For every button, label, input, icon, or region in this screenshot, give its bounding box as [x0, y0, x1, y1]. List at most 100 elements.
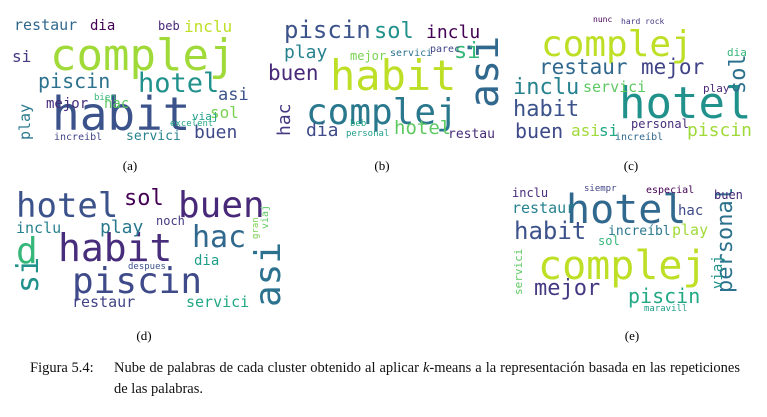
- wordcloud-b: habit complej piscin sol inclu buen play…: [268, 16, 502, 142]
- word: beb: [158, 19, 180, 33]
- word: play: [16, 104, 34, 140]
- panel-label-a: (a): [122, 158, 138, 173]
- word: mejor: [350, 49, 386, 63]
- word: especial: [646, 185, 694, 196]
- word: excelent: [170, 119, 213, 129]
- word: viaj: [192, 110, 219, 123]
- word: hotel: [16, 186, 118, 226]
- panel-label-e: (e): [624, 328, 640, 343]
- word: restau: [448, 127, 495, 142]
- word: asi: [462, 36, 502, 108]
- word: buen: [178, 185, 265, 226]
- word: bien: [94, 93, 116, 103]
- word: hac: [678, 203, 703, 219]
- word: beb: [350, 119, 366, 129]
- word: nunc: [593, 15, 612, 24]
- word: habit: [330, 51, 456, 100]
- panel-label-b: (b): [374, 158, 390, 173]
- word: piscin: [284, 16, 371, 44]
- word: inclu: [513, 75, 579, 100]
- word: servici: [583, 78, 646, 96]
- word: personal: [713, 187, 738, 293]
- word: hotel: [619, 78, 751, 129]
- caption-text-before: Nube de palabras de cada cluster obtenid…: [114, 360, 423, 376]
- wordcloud-c: complej hotel restaur mejor sol inclu ha…: [513, 15, 751, 142]
- word: dia: [194, 253, 219, 269]
- panel-label-d: (d): [136, 328, 152, 343]
- word: asi: [248, 242, 282, 307]
- word: gran: [251, 217, 261, 239]
- word: sol: [726, 54, 751, 94]
- word: restaur: [539, 55, 628, 79]
- word: play: [284, 42, 328, 63]
- word: personal: [631, 117, 689, 131]
- word: complej: [538, 243, 707, 289]
- word: increíbl: [615, 131, 663, 142]
- caption-text: Nube de palabras de cada cluster obtenid…: [114, 358, 740, 400]
- word: viaj: [710, 255, 726, 289]
- caption-text-after: -means a la representación basada en las…: [114, 360, 740, 397]
- word: sol: [124, 186, 164, 211]
- word: sol: [374, 19, 414, 44]
- word: servici: [126, 129, 181, 142]
- word: mejor: [46, 96, 88, 112]
- word: buen: [515, 119, 563, 142]
- word: sol: [598, 234, 620, 248]
- word: restaur: [512, 199, 575, 217]
- word: si: [11, 257, 46, 293]
- word: hard rock: [621, 17, 665, 26]
- wordcloud-panel-e: hotel complej habit restaur mejor person…: [508, 183, 752, 313]
- word: hac: [192, 220, 246, 255]
- word: play: [672, 221, 708, 239]
- word: restaur: [72, 293, 135, 311]
- word: piscin: [628, 284, 700, 308]
- word: play: [100, 217, 144, 238]
- word: habit: [58, 226, 172, 270]
- word: asi: [571, 121, 600, 140]
- word: inclu: [184, 17, 232, 36]
- wordcloud-panel-c: complej hotel restaur mejor sol inclu ha…: [511, 12, 751, 142]
- wordcloud-a: complej habit hotel piscin restaur dia i…: [12, 16, 249, 142]
- word: habit: [514, 217, 586, 245]
- word: maravill: [644, 304, 687, 313]
- word: restaur: [14, 16, 77, 34]
- word: buen: [194, 122, 237, 142]
- wordcloud-d: hotel buen habit piscin sol hac asi si d…: [11, 185, 282, 311]
- wordcloud-panel-a: complej habit hotel piscin restaur dia i…: [10, 12, 250, 142]
- word: si: [12, 47, 31, 66]
- word: piscin: [72, 261, 202, 302]
- word: buen: [268, 61, 319, 85]
- word: hac: [104, 96, 129, 112]
- word: noch: [156, 214, 185, 228]
- word: inclu: [512, 186, 548, 200]
- word: viaj: [260, 205, 271, 229]
- word: servici: [512, 249, 525, 295]
- figure-label: Figura 5.4:: [30, 360, 94, 376]
- word: increíbl: [608, 224, 671, 239]
- word: inclu: [426, 22, 480, 43]
- word: piscin: [38, 69, 110, 93]
- word: inclu: [16, 219, 61, 237]
- word: servici: [186, 293, 249, 311]
- word: dia: [727, 46, 747, 59]
- word: increibl: [54, 132, 102, 142]
- word: complej: [306, 92, 458, 133]
- word: si: [454, 39, 481, 64]
- word: habit: [513, 97, 579, 122]
- wordcloud-e: hotel complej habit restaur mejor person…: [512, 184, 743, 313]
- word: servici: [390, 48, 432, 59]
- panel-label-c: (c): [623, 158, 639, 173]
- word: parec: [430, 44, 460, 55]
- word: play: [703, 82, 730, 95]
- word: mejor: [641, 55, 704, 79]
- word: d: [16, 231, 38, 272]
- word: complej: [541, 24, 693, 65]
- word: hotel: [566, 187, 686, 233]
- word: complej: [50, 30, 235, 81]
- word: mejor: [534, 276, 600, 301]
- word: siempr: [584, 184, 617, 194]
- word: asi: [218, 85, 249, 105]
- word: personal: [346, 129, 389, 139]
- word: sol: [210, 103, 239, 122]
- word: dia: [90, 18, 115, 34]
